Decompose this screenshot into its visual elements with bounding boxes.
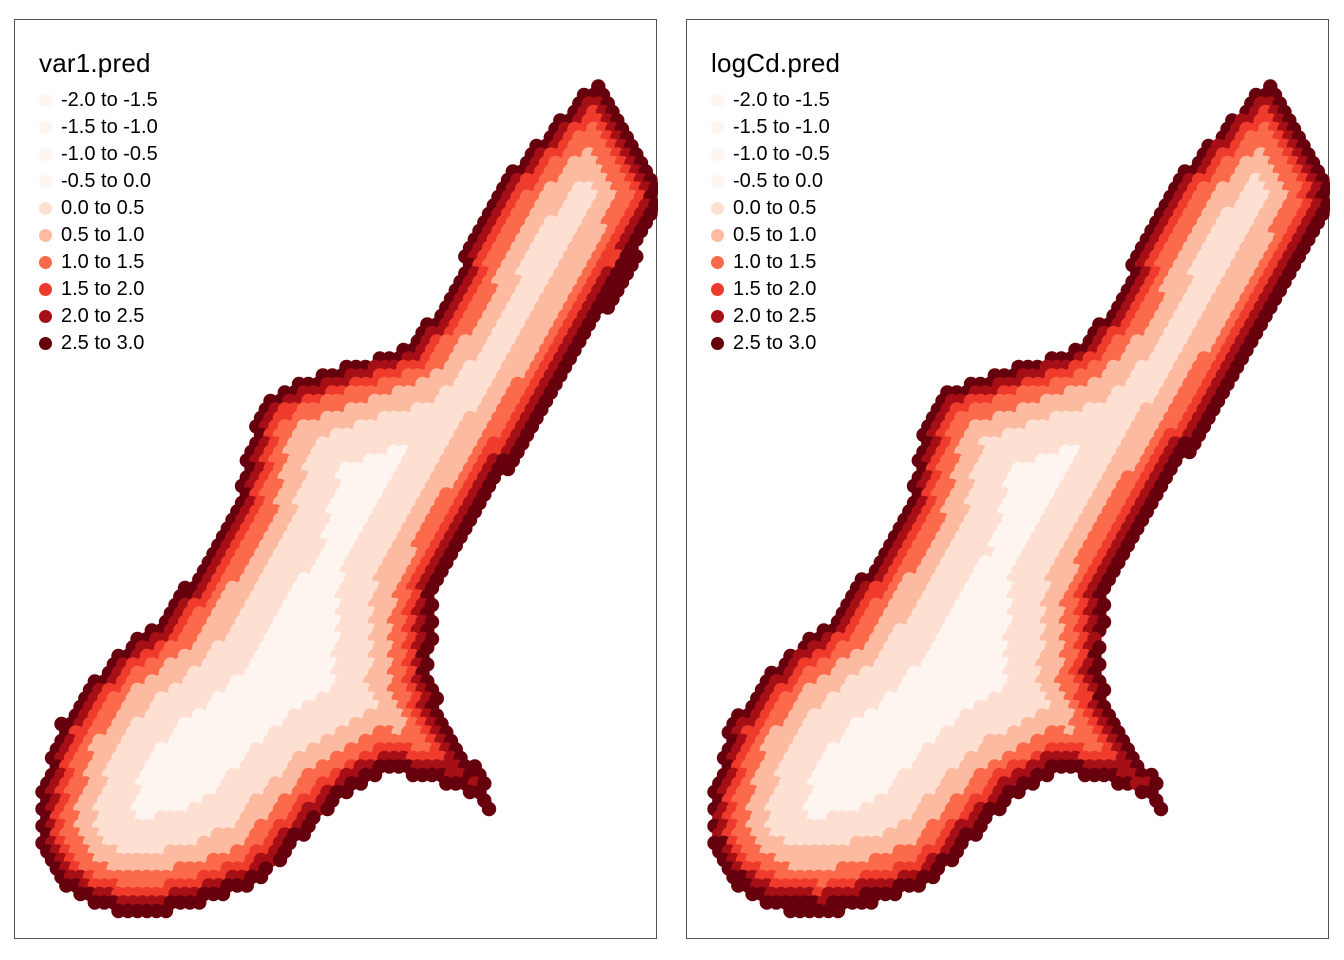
map-point	[1039, 767, 1055, 783]
legend-swatch	[711, 283, 724, 296]
map-point	[481, 801, 497, 817]
legend-swatch	[39, 310, 52, 323]
legend-item: -1.0 to -0.5	[711, 141, 840, 168]
legend-item: -1.0 to -0.5	[39, 141, 158, 168]
legend-item: 1.0 to 1.5	[711, 249, 840, 276]
legend-item: 0.0 to 0.5	[39, 195, 158, 222]
legend-swatch	[711, 175, 724, 188]
map-point	[1182, 444, 1197, 460]
legend-swatch	[39, 175, 52, 188]
legend-item: 1.5 to 2.0	[39, 276, 158, 303]
legend-item: -2.0 to -1.5	[39, 87, 158, 114]
legend-swatch	[39, 256, 52, 269]
legend-label: -0.5 to 0.0	[61, 170, 152, 192]
map-logcd	[707, 79, 1330, 919]
map-panel-var1: var1.pred -2.0 to -1.5 -1.5 to -1.0 -1.0 t…	[14, 19, 658, 939]
map-point	[600, 300, 615, 315]
map-point	[1011, 784, 1026, 800]
legend-label: 1.0 to 1.5	[61, 251, 145, 273]
legend-title: logCd.pred	[711, 48, 841, 78]
legend-item: 1.0 to 1.5	[39, 249, 158, 276]
map-point	[192, 895, 207, 910]
map-point	[1025, 776, 1040, 791]
map-point	[864, 895, 879, 910]
legend-swatch	[711, 256, 724, 269]
legend-label: -1.5 to -1.0	[733, 116, 830, 138]
legend-label: 2.5 to 3.0	[61, 332, 145, 354]
legend-swatch	[39, 283, 52, 296]
legend-item: -1.5 to -1.0	[39, 114, 158, 141]
legend-label: 0.0 to 0.5	[61, 197, 145, 219]
map-point	[367, 767, 383, 783]
legend-item: 0.0 to 0.5	[711, 195, 840, 222]
legend-label: 0.5 to 1.0	[733, 224, 817, 246]
legend: logCd.pred -2.0 to -1.5 -1.5 to -1.0 -1.0 …	[711, 48, 840, 357]
legend-swatch	[711, 337, 724, 350]
map-point	[925, 869, 941, 885]
map-point	[968, 827, 983, 842]
legend-item: 2.0 to 2.5	[711, 303, 840, 330]
map-point	[830, 903, 846, 919]
legend-label: 1.5 to 2.0	[733, 278, 817, 300]
legend-swatch	[711, 310, 724, 323]
legend: var1.pred -2.0 to -1.5 -1.5 to -1.0 -1.0 t…	[39, 48, 158, 357]
map-point	[887, 886, 903, 902]
legend-label: 0.0 to 0.5	[733, 197, 817, 219]
map-point	[253, 869, 269, 885]
legend-item: 0.5 to 1.0	[711, 222, 840, 249]
map-point	[296, 827, 311, 842]
legend-swatch	[711, 94, 724, 107]
legend-swatch	[39, 202, 52, 215]
legend-swatch	[711, 121, 724, 134]
legend-label: 1.0 to 1.5	[733, 251, 817, 273]
legend-item: -1.5 to -1.0	[711, 114, 840, 141]
legend-item: 1.5 to 2.0	[711, 276, 840, 303]
legend-item: 2.0 to 2.5	[39, 303, 158, 330]
legend-swatch	[711, 148, 724, 161]
legend-swatch	[711, 229, 724, 242]
legend-item: 2.5 to 3.0	[711, 330, 840, 357]
legend-label: -2.0 to -1.5	[61, 89, 158, 111]
map-point	[158, 903, 174, 919]
map-point	[320, 801, 335, 817]
legend-label: 1.5 to 2.0	[61, 278, 145, 300]
legend-swatch	[39, 229, 52, 242]
legend-swatch	[39, 94, 52, 107]
legend-label: -1.0 to -0.5	[61, 143, 158, 165]
legend-item: -0.5 to 0.0	[39, 168, 158, 195]
legend-items: -2.0 to -1.5 -1.5 to -1.0 -1.0 to -0.5 -0.5…	[39, 87, 158, 357]
legend-label: 2.0 to 2.5	[733, 305, 817, 327]
legend-label: 0.5 to 1.0	[61, 224, 145, 246]
map-point	[944, 852, 960, 868]
legend-item: 0.5 to 1.0	[39, 222, 158, 249]
legend-item: 2.5 to 3.0	[39, 330, 158, 357]
map-point	[239, 878, 254, 893]
map-panel-logcd: logCd.pred -2.0 to -1.5 -1.5 to -1.0 -1.0 …	[686, 19, 1330, 939]
legend-swatch	[39, 148, 52, 161]
legend-item: -0.5 to 0.0	[711, 168, 840, 195]
legend-label: 2.0 to 2.5	[61, 305, 145, 327]
map-point	[339, 784, 354, 800]
map-point	[215, 886, 231, 902]
map-point	[1153, 801, 1169, 817]
legend-item: -2.0 to -1.5	[711, 87, 840, 114]
map-point	[911, 878, 926, 893]
legend-label: -0.5 to 0.0	[733, 170, 824, 192]
map-point	[500, 461, 516, 477]
legend-label: -2.0 to -1.5	[733, 89, 830, 111]
map-point	[272, 852, 288, 868]
legend-items: -2.0 to -1.5 -1.5 to -1.0 -1.0 to -0.5 -0.5…	[711, 87, 840, 357]
legend-label: -1.0 to -0.5	[733, 143, 830, 165]
map-point	[992, 801, 1007, 817]
legend-swatch	[39, 121, 52, 134]
legend-swatch	[39, 337, 52, 350]
legend-label: 2.5 to 3.0	[733, 332, 817, 354]
map-var1	[35, 79, 658, 919]
map-point	[353, 776, 368, 791]
legend-title: var1.pred	[39, 48, 151, 78]
legend-swatch	[711, 202, 724, 215]
legend-label: -1.5 to -1.0	[61, 116, 158, 138]
